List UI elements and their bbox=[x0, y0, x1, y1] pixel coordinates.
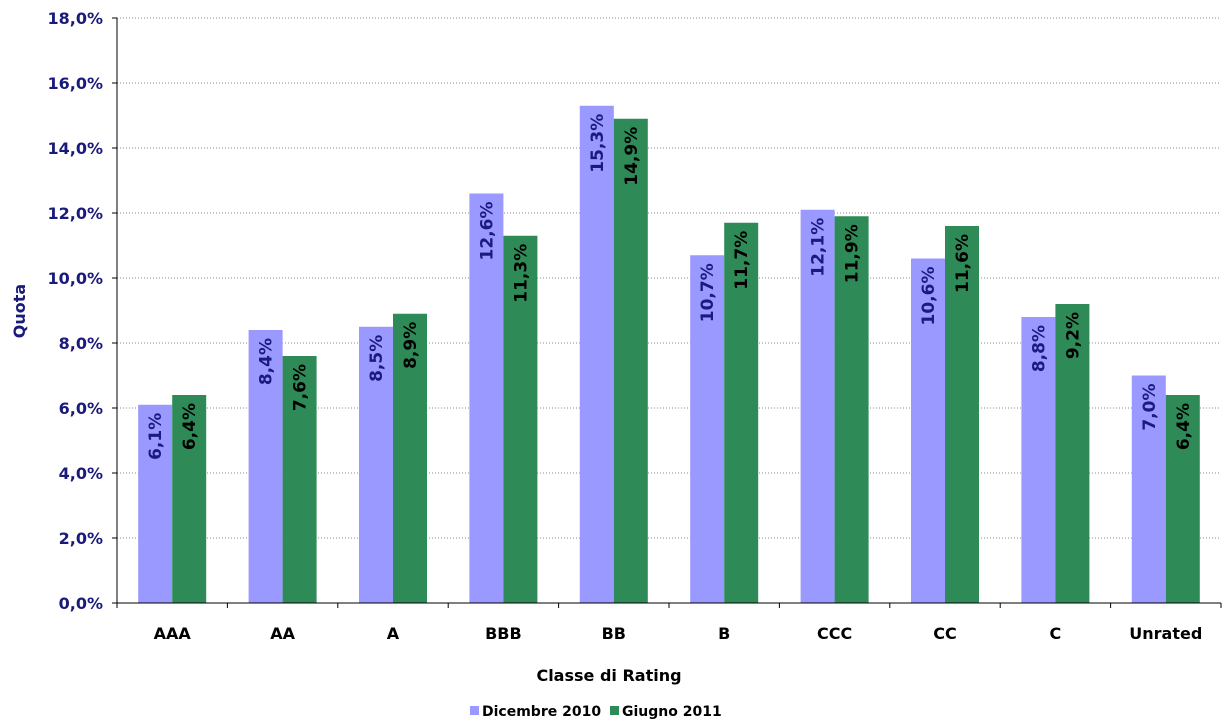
data-label: 7,6% bbox=[291, 364, 311, 411]
data-label: 10,7% bbox=[698, 263, 718, 322]
legend-swatch bbox=[470, 706, 479, 715]
bar-giugno-2011 bbox=[945, 226, 979, 603]
bar-dicembre-2010 bbox=[690, 255, 725, 603]
bar-giugno-2011 bbox=[172, 395, 207, 603]
x-tick-label: Unrated bbox=[1129, 624, 1202, 643]
data-label: 12,6% bbox=[477, 202, 497, 261]
bar-giugno-2011 bbox=[724, 222, 759, 603]
legend: Dicembre 2010 Giugno 2011 bbox=[470, 704, 722, 720]
bar-dicembre-2010 bbox=[469, 193, 504, 603]
legend-label: Dicembre 2010 bbox=[482, 704, 601, 720]
y-tick-label: 10,0% bbox=[47, 269, 103, 288]
data-label: 6,1% bbox=[146, 413, 166, 460]
y-tick-label: 18,0% bbox=[47, 9, 103, 28]
data-label: 15,3% bbox=[588, 114, 608, 173]
x-tick-label: B bbox=[718, 624, 730, 643]
data-label: 9,2% bbox=[1063, 312, 1083, 359]
data-label: 8,8% bbox=[1029, 325, 1049, 372]
bars bbox=[138, 105, 1200, 603]
y-tick-labels: 0,0% 2,0% 4,0% 6,0% 8,0% 10,0% 12,0% 14,0% 16,0%… bbox=[47, 9, 103, 613]
data-label: 10,6% bbox=[919, 267, 939, 326]
y-axis-title: Quota bbox=[10, 284, 29, 338]
bar-giugno-2011 bbox=[1165, 395, 1200, 603]
data-label: 6,4% bbox=[1174, 403, 1194, 450]
bar-giugno-2011 bbox=[393, 313, 427, 603]
data-label: 7,0% bbox=[1140, 384, 1160, 431]
bar-giugno-2011 bbox=[834, 216, 869, 603]
y-tick-label: 6,0% bbox=[59, 399, 103, 418]
axes bbox=[112, 17, 1222, 608]
y-tick-label: 14,0% bbox=[47, 139, 103, 158]
x-tick-label: BB bbox=[602, 624, 626, 643]
y-tick-label: 4,0% bbox=[59, 464, 103, 483]
x-tick-label: BBB bbox=[485, 624, 522, 643]
data-label: 14,9% bbox=[622, 127, 642, 186]
bar-dicembre-2010 bbox=[359, 326, 393, 603]
x-tick-label: AAA bbox=[154, 624, 192, 643]
y-tick-label: 0,0% bbox=[59, 594, 103, 613]
x-tick-label: CC bbox=[933, 624, 956, 643]
data-label: 11,3% bbox=[511, 244, 531, 303]
x-tick-labels: AAA AA A BBB BB B CCC CC C Unrated bbox=[154, 624, 1203, 643]
data-label: 8,9% bbox=[401, 322, 421, 369]
y-tick-label: 12,0% bbox=[47, 204, 103, 223]
bar-giugno-2011 bbox=[282, 356, 317, 603]
data-label: 11,9% bbox=[843, 224, 863, 283]
bar-giugno-2011 bbox=[1055, 304, 1090, 603]
bar-dicembre-2010 bbox=[800, 209, 835, 603]
bar-dicembre-2010 bbox=[248, 330, 283, 603]
bar-dicembre-2010 bbox=[138, 404, 173, 603]
legend-swatch bbox=[610, 706, 619, 715]
x-tick-label: C bbox=[1050, 624, 1062, 643]
y-tick-label: 8,0% bbox=[59, 334, 103, 353]
bar-giugno-2011 bbox=[503, 235, 538, 603]
y-tick-label: 16,0% bbox=[47, 74, 103, 93]
bar-dicembre-2010 bbox=[1131, 375, 1166, 603]
bar-dicembre-2010 bbox=[579, 105, 614, 603]
data-label: 12,1% bbox=[809, 218, 829, 277]
data-label: 8,4% bbox=[257, 338, 277, 385]
data-label: 11,7% bbox=[732, 231, 752, 290]
bar-dicembre-2010 bbox=[1021, 317, 1056, 603]
bar-data-labels: 6,1% 6,4% 8,4% 7,6% 8,5% 8,9% 12,6% 11,3% 15,3% 1… bbox=[146, 114, 1194, 460]
data-label: 6,4% bbox=[180, 403, 200, 450]
x-axis-title: Classe di Rating bbox=[536, 666, 681, 685]
y-tick-label: 2,0% bbox=[59, 529, 103, 548]
legend-label: Giugno 2011 bbox=[622, 704, 722, 720]
bar-dicembre-2010 bbox=[911, 258, 945, 603]
bar-giugno-2011 bbox=[613, 118, 648, 603]
data-label: 11,6% bbox=[953, 234, 973, 293]
x-tick-label: A bbox=[387, 624, 400, 643]
data-label: 8,5% bbox=[367, 335, 387, 382]
x-tick-label: CCC bbox=[817, 624, 852, 643]
x-tick-label: AA bbox=[270, 624, 295, 643]
